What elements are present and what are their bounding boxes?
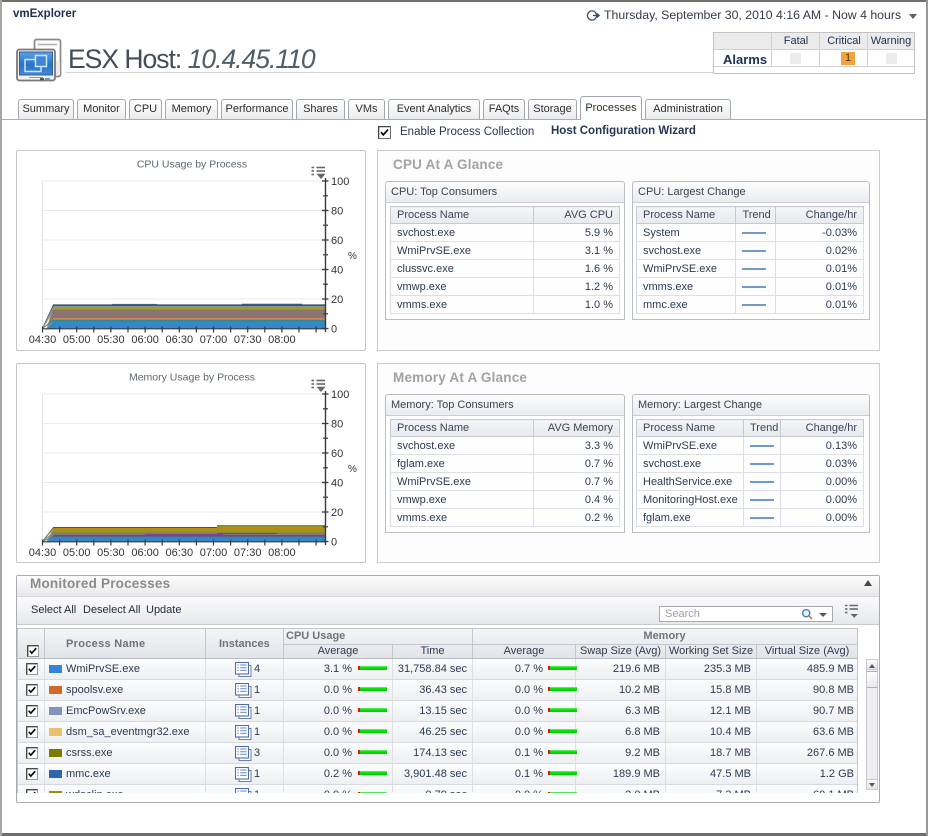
svg-text:%: % bbox=[348, 251, 357, 262]
svg-text:40: 40 bbox=[331, 265, 343, 277]
svg-text:80: 80 bbox=[331, 206, 343, 218]
svg-text:05:30: 05:30 bbox=[97, 547, 125, 559]
svg-text:%: % bbox=[348, 464, 357, 475]
svg-text:06:00: 06:00 bbox=[131, 334, 159, 346]
svg-text:100: 100 bbox=[331, 389, 349, 401]
svg-text:20: 20 bbox=[331, 507, 343, 519]
svg-text:CPU Usage by Process: CPU Usage by Process bbox=[137, 159, 247, 171]
svg-text:06:00: 06:00 bbox=[131, 547, 159, 559]
svg-text:05:00: 05:00 bbox=[63, 334, 91, 346]
svg-text:60: 60 bbox=[331, 448, 343, 460]
svg-text:06:30: 06:30 bbox=[166, 547, 194, 559]
svg-text:07:00: 07:00 bbox=[200, 334, 228, 346]
svg-text:Memory Usage by Process: Memory Usage by Process bbox=[129, 372, 255, 384]
svg-text:100: 100 bbox=[331, 176, 349, 188]
svg-text:0: 0 bbox=[331, 324, 337, 336]
svg-text:0: 0 bbox=[331, 537, 337, 549]
svg-text:20: 20 bbox=[331, 294, 343, 306]
svg-text:08:00: 08:00 bbox=[268, 334, 296, 346]
svg-text:05:30: 05:30 bbox=[97, 334, 125, 346]
svg-text:04:30: 04:30 bbox=[29, 547, 57, 559]
svg-text:40: 40 bbox=[331, 478, 343, 490]
svg-text:07:00: 07:00 bbox=[200, 547, 228, 559]
svg-text:06:30: 06:30 bbox=[166, 334, 194, 346]
svg-text:05:00: 05:00 bbox=[63, 547, 91, 559]
svg-text:08:00: 08:00 bbox=[268, 547, 296, 559]
svg-text:04:30: 04:30 bbox=[29, 334, 57, 346]
svg-text:60: 60 bbox=[331, 235, 343, 247]
svg-text:80: 80 bbox=[331, 419, 343, 431]
svg-text:07:30: 07:30 bbox=[234, 547, 262, 559]
svg-text:07:30: 07:30 bbox=[234, 334, 262, 346]
